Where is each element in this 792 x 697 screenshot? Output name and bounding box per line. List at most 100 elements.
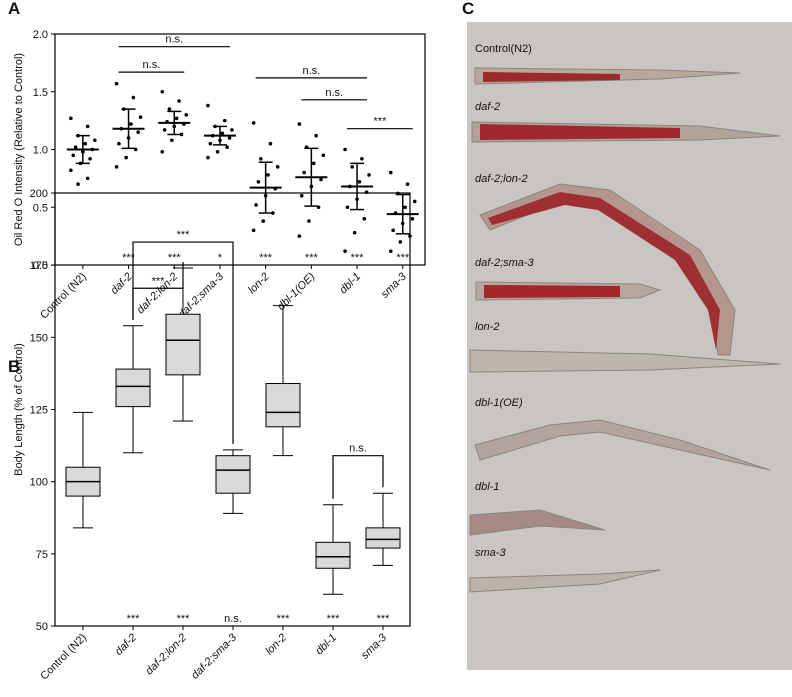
y-tick-label: 1.0: [33, 145, 48, 157]
y-tick-label: 100: [30, 477, 48, 489]
strain-label: dbl-1: [475, 481, 499, 493]
strain-label: lon-2: [475, 321, 499, 333]
data-point: [131, 95, 136, 100]
y-tick-label: 125: [30, 405, 48, 417]
comparison-label: n.s.: [143, 59, 161, 71]
data-point: [88, 156, 92, 161]
data-point: [357, 180, 362, 184]
data-point: [114, 81, 119, 86]
data-point: [208, 141, 213, 146]
data-point: [162, 128, 167, 132]
data-point: [271, 211, 275, 215]
significance: ***: [168, 252, 182, 264]
data-point: [93, 138, 97, 143]
data-point: [230, 128, 234, 132]
plot-frame: [54, 33, 426, 266]
data-point: [297, 122, 302, 126]
data-point: [215, 150, 220, 154]
data-point: [76, 182, 80, 186]
data-point: [206, 155, 210, 160]
data-point: [343, 147, 347, 152]
data-point: [321, 153, 326, 158]
data-point: [251, 228, 256, 233]
x-tick-label: daf-2;lon-2: [143, 632, 189, 678]
significance: ***: [122, 252, 136, 264]
data-point: [261, 219, 266, 223]
data-point: [299, 193, 304, 198]
data-point: [167, 107, 172, 111]
data-point: [343, 249, 347, 253]
data-point: [227, 136, 232, 140]
box: [315, 541, 351, 569]
comparison-label: n.s.: [165, 34, 183, 46]
y-tick-label: 0.5: [33, 202, 48, 214]
significance: ***: [377, 613, 391, 625]
data-point: [350, 165, 355, 169]
data-point: [138, 115, 143, 119]
data-point: [117, 141, 121, 146]
data-point: [136, 130, 140, 134]
box: [365, 527, 401, 549]
y-tick-label: 175: [30, 260, 48, 272]
data-point: [268, 141, 273, 146]
comparison-label: ***: [177, 229, 191, 241]
data-point: [160, 150, 165, 154]
significance: ***: [177, 613, 191, 625]
data-point: [403, 205, 407, 210]
data-point: [297, 234, 302, 238]
y-tick-label: 50: [36, 621, 48, 633]
data-point: [251, 121, 256, 125]
data-point: [170, 138, 174, 143]
comparison-label: n.s.: [325, 87, 343, 99]
y-tick-label: 2.0: [33, 29, 48, 41]
data-point: [179, 132, 184, 137]
significance: ***: [305, 252, 319, 264]
data-point: [83, 141, 88, 146]
y-tick-label: 1.5: [33, 87, 48, 99]
data-point: [206, 103, 210, 108]
x-tick-label: daf-2;sma-3: [189, 631, 240, 682]
data-point: [225, 145, 229, 149]
data-point: [362, 217, 367, 221]
data-point: [71, 153, 76, 158]
data-point: [360, 156, 364, 161]
panel-label: A: [8, 0, 20, 18]
y-tick-label: 200: [30, 188, 48, 200]
x-tick-label: Control (N2): [38, 271, 89, 322]
x-tick-label: dbl-1: [313, 632, 339, 658]
panel-label: C: [462, 0, 474, 18]
data-point: [220, 131, 225, 136]
data-point: [307, 219, 311, 223]
strain-label: dbl-1(OE): [475, 397, 523, 409]
comparison-label: ***: [373, 116, 387, 128]
data-point: [352, 230, 357, 235]
data-point: [129, 122, 133, 126]
significance: ***: [396, 252, 410, 264]
x-tick-label: dbl-1(OE): [275, 270, 317, 312]
y-tick-label: 75: [36, 549, 48, 561]
data-point: [345, 205, 350, 210]
strain-label: sma-3: [475, 547, 506, 559]
data-point: [69, 168, 73, 173]
x-tick-label: sma-3: [359, 631, 390, 662]
data-point: [259, 156, 263, 161]
x-tick-label: daf-2: [108, 271, 134, 297]
x-tick-label: daf-2;sma-3: [176, 270, 227, 321]
y-tick-label: 150: [30, 332, 48, 344]
panel-label: B: [8, 357, 20, 376]
x-tick-label: lon-2: [246, 271, 272, 297]
comparison-label: ***: [152, 275, 166, 287]
data-point: [314, 133, 318, 138]
comparison-bracket: [132, 241, 234, 444]
comparison-bracket: [332, 455, 384, 499]
data-point: [388, 170, 393, 175]
strain-label: daf-2;lon-2: [475, 173, 528, 185]
data-point: [85, 124, 90, 129]
data-point: [114, 165, 119, 169]
data-point: [256, 180, 261, 184]
x-tick-label: sma-3: [379, 270, 410, 301]
y-axis-label: Oil Red O Intensity (Relative to Control…: [13, 53, 25, 246]
significance: ***: [127, 613, 141, 625]
data-point: [275, 165, 280, 169]
